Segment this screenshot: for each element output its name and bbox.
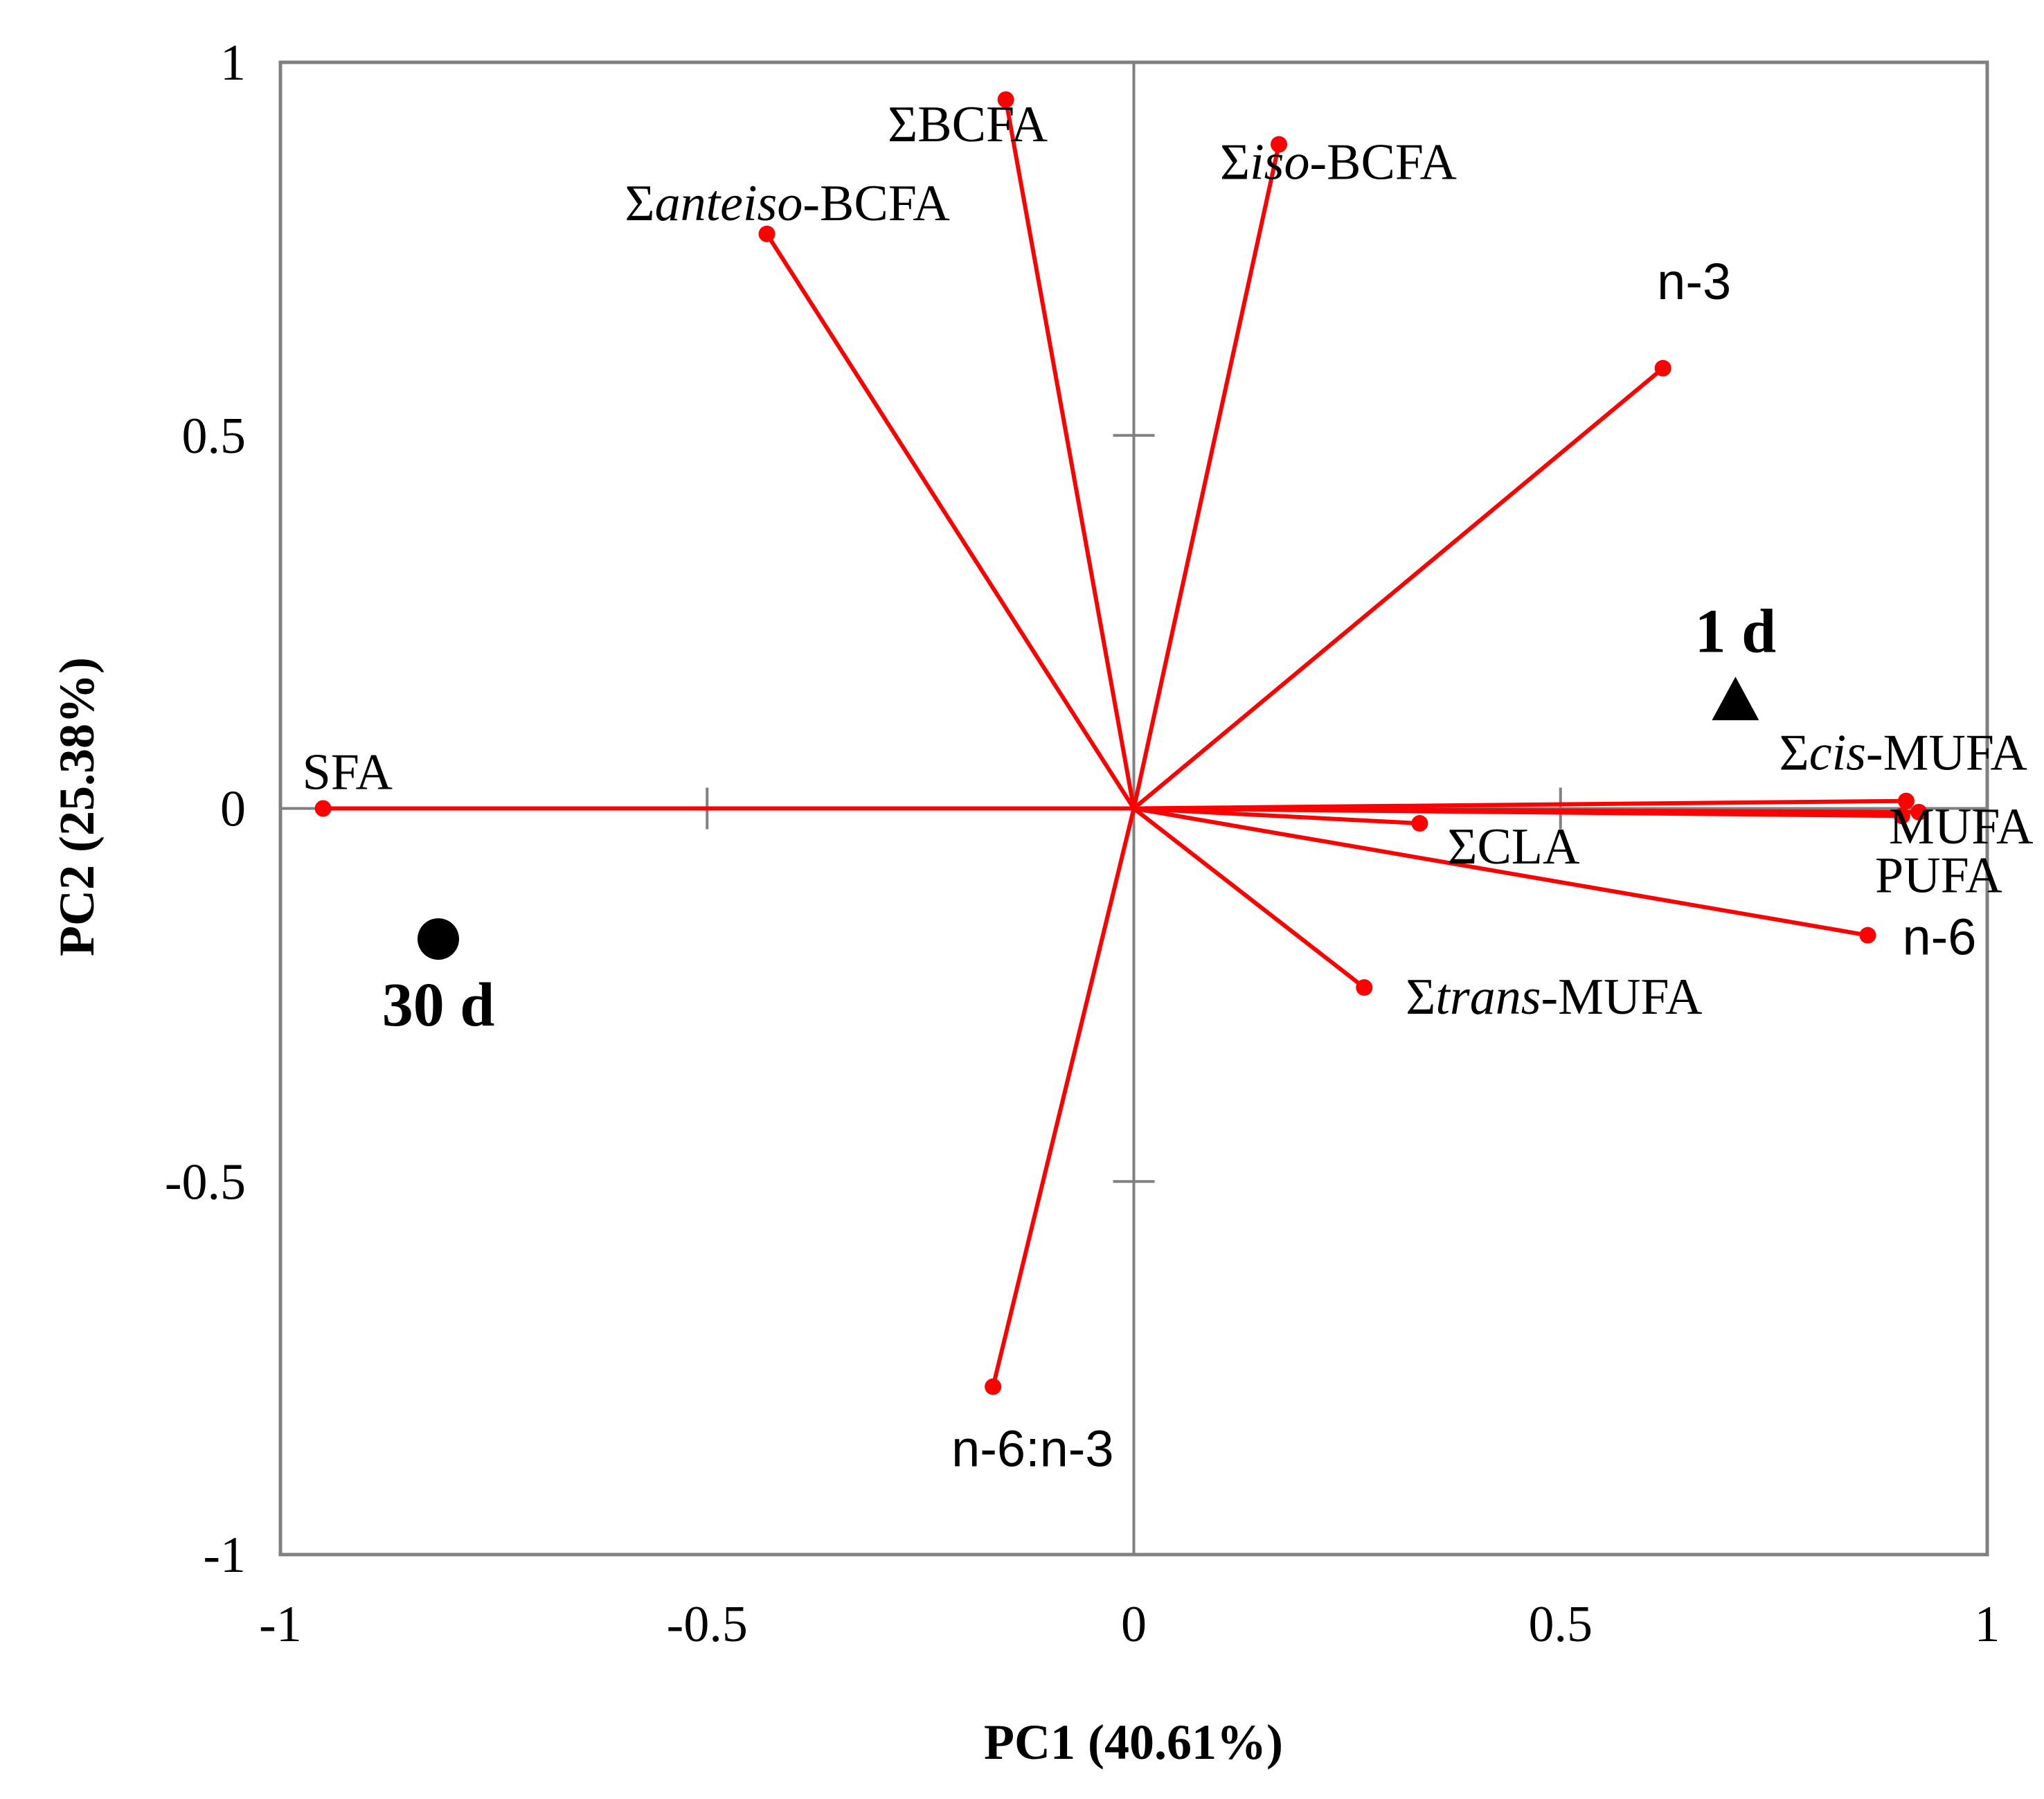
loading-vector [1131, 806, 1870, 938]
loading-label: SFA [303, 744, 393, 801]
loading-vector [1131, 806, 1904, 818]
y-tick-label: 0 [220, 781, 246, 838]
x-tick-label: 0.5 [1529, 1596, 1593, 1653]
y-tick-label: -0.5 [165, 1154, 246, 1210]
loading-label: n-6 [1902, 909, 1976, 966]
loading-vector [764, 231, 1136, 811]
loading-label: n-3 [1657, 253, 1731, 310]
loading-point [1654, 359, 1671, 377]
loading-vector [1131, 806, 1367, 990]
axes-layer: -1 -0.5 0 0.5 1 -1 -0.5 0 0.5 1 [165, 35, 2000, 1653]
loading-vector [991, 806, 1136, 1389]
y-axis-title: PC2 (25.38%) [49, 657, 105, 956]
observation-label: 30 d [382, 971, 495, 1039]
x-axis-title: PC1 (40.61%) [984, 1715, 1283, 1770]
loading-label: Σtrans-MUFA [1406, 969, 1702, 1026]
y-tick-label: -1 [203, 1527, 246, 1584]
loading-label: ΣCLA [1447, 818, 1579, 875]
observations-layer [418, 677, 1759, 960]
loading-label: PUFA [1875, 847, 2002, 904]
loading-vector [1003, 97, 1136, 811]
x-tick-label: -0.5 [667, 1596, 748, 1653]
x-tick-label: -1 [259, 1596, 302, 1653]
y-tick-label: 0.5 [182, 408, 246, 465]
loading-label: Σiso-BCFA [1220, 134, 1457, 191]
loading-point [1859, 927, 1876, 944]
loading-label: ΣBCFA [888, 96, 1048, 153]
loading-point [997, 91, 1014, 108]
x-tick-label: 0 [1121, 1596, 1147, 1653]
loading-point [1897, 792, 1915, 809]
loading-vector [1131, 142, 1282, 811]
loading-point [758, 225, 776, 242]
loading-vector [1131, 366, 1665, 811]
y-tick-label: 1 [220, 35, 246, 91]
loading-label: n-6:n-3 [951, 1420, 1113, 1478]
observation-marker-triangle [1712, 677, 1759, 721]
loading-point [985, 1378, 1002, 1395]
loading-point [1271, 136, 1288, 153]
x-tick-label: 1 [1975, 1596, 2000, 1653]
loading-label: Σanteiso-BCFA [625, 175, 950, 232]
loading-point [1910, 803, 1928, 821]
loading-point [1411, 815, 1428, 832]
loadings-layer [314, 91, 1928, 1395]
loading-point [1356, 979, 1373, 996]
loading-point [314, 800, 332, 817]
observation-marker-circle [418, 918, 460, 960]
loading-label: MUFA [1889, 798, 2033, 855]
labels-layer: ΣBCFA Σiso-BCFA Σanteiso-BCFA n-3 SFA Σcis-MU… [303, 96, 2034, 1478]
observation-label: 1 d [1695, 597, 1777, 665]
loading-point [1893, 807, 1910, 825]
loading-vector [1131, 806, 1422, 826]
loading-label: Σcis-MUFA [1779, 725, 2027, 782]
